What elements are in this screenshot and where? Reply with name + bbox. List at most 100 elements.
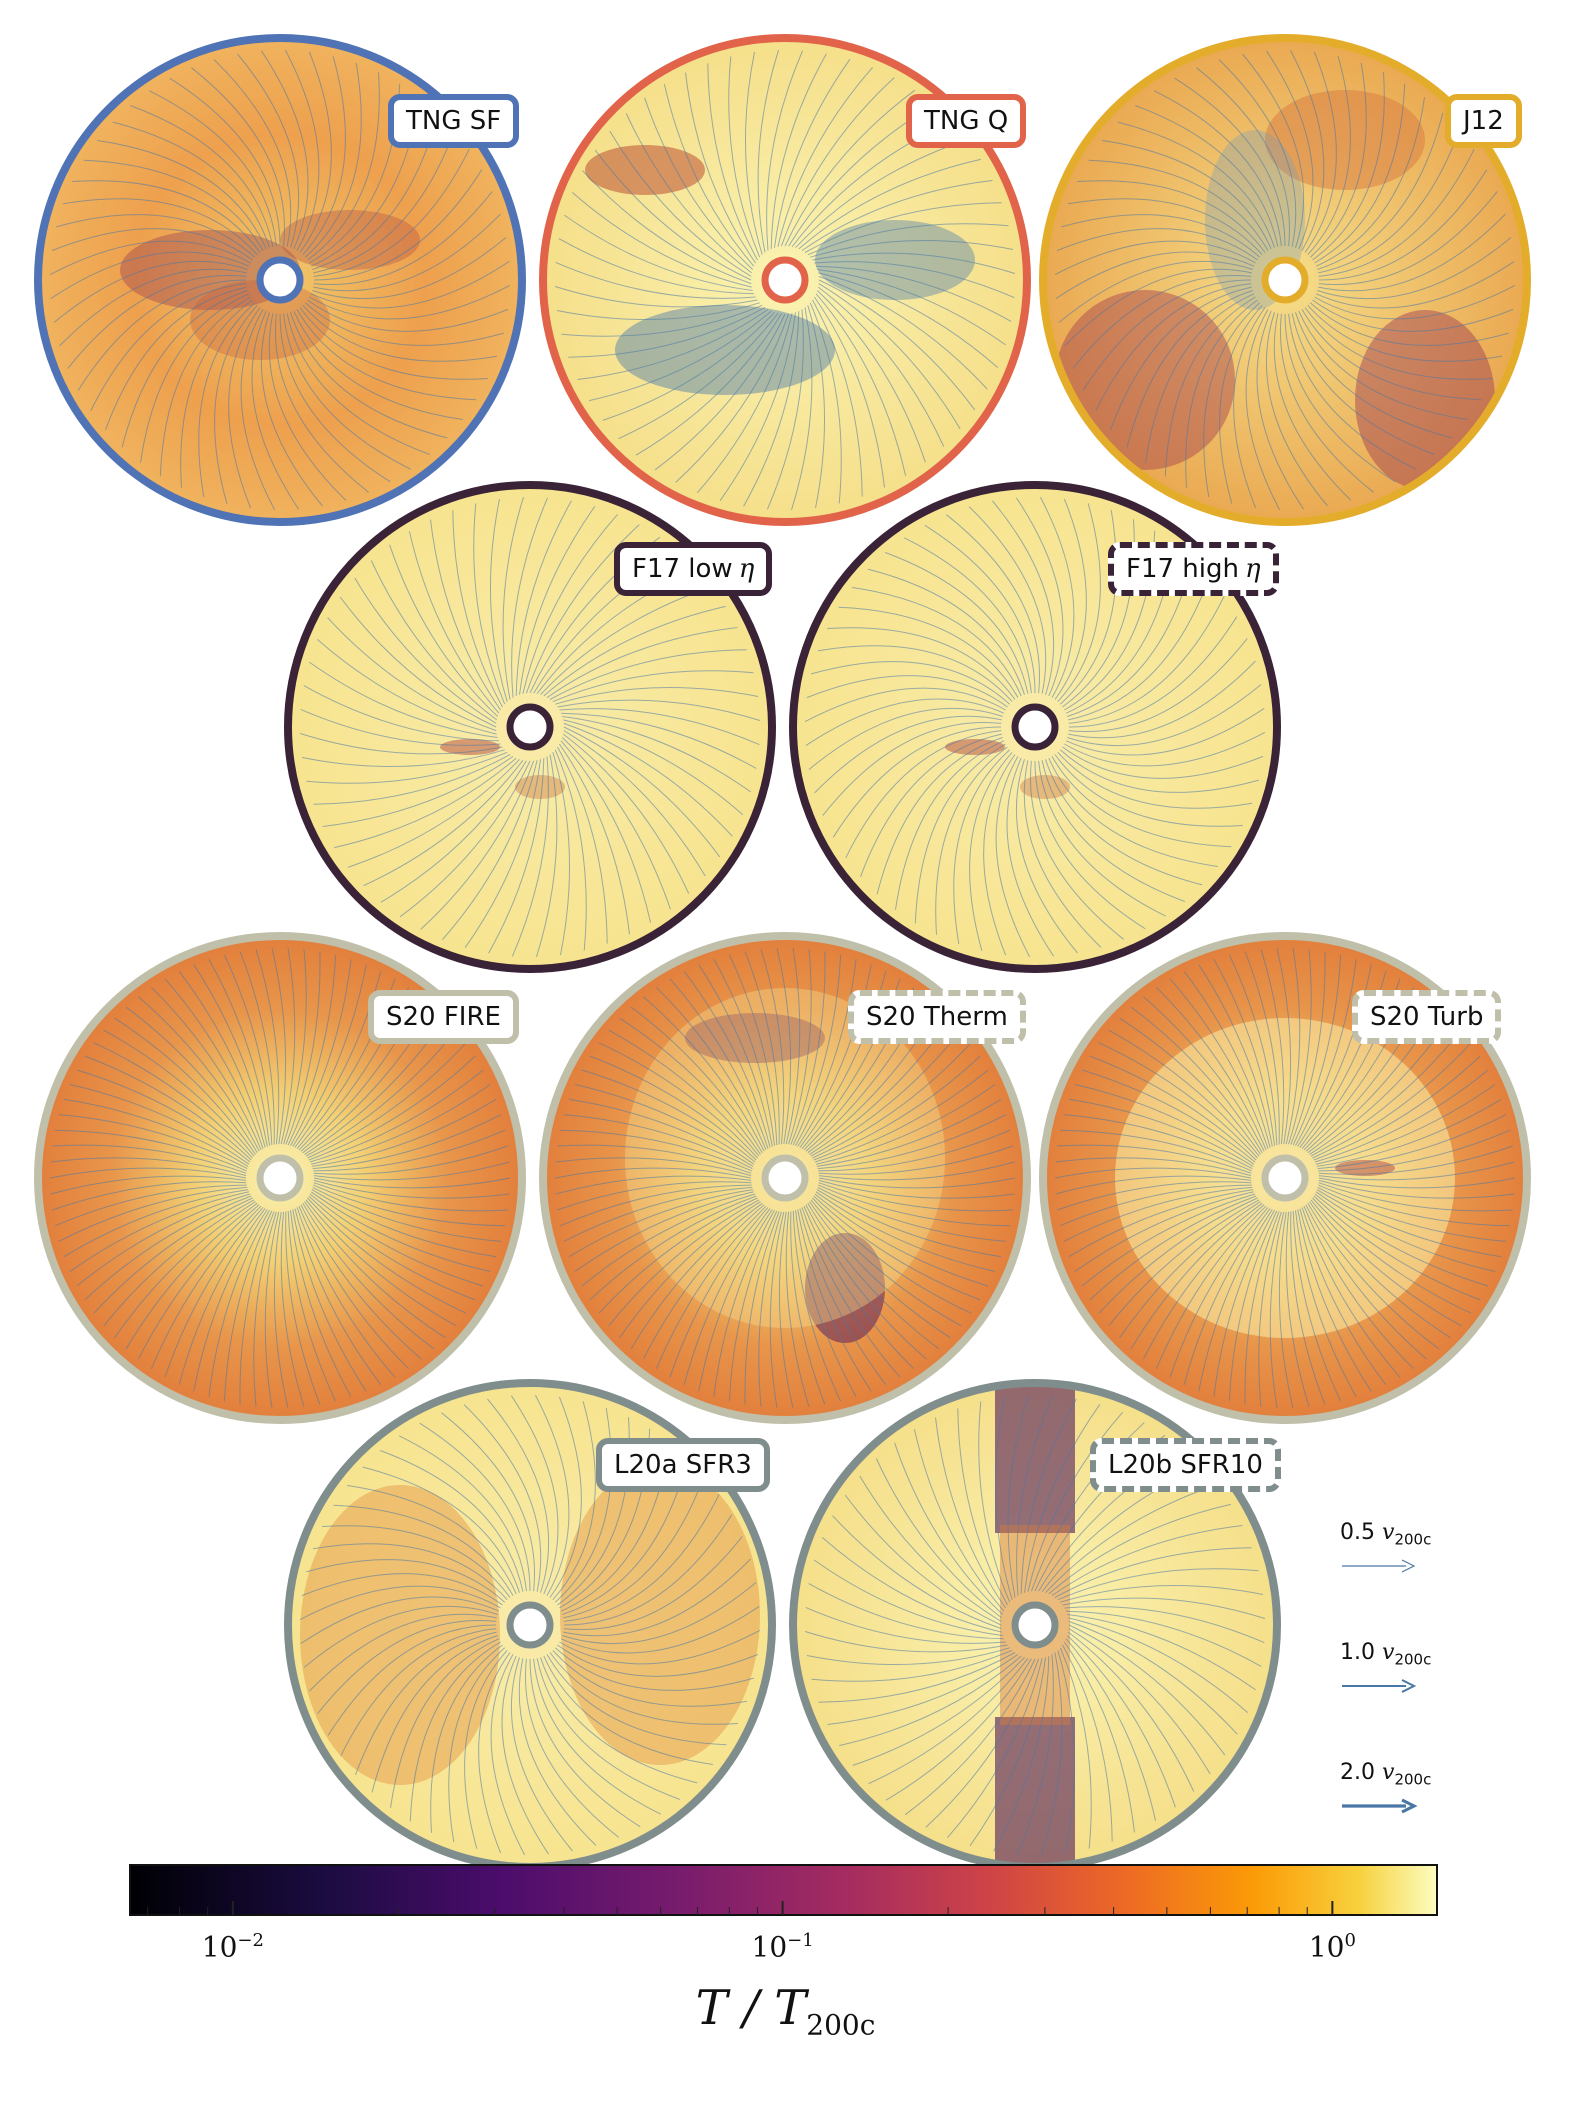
colorbar-tick-label: 100 [1309, 1930, 1356, 1963]
panel-label-j12: J12 [1445, 94, 1522, 148]
streamline [801, 1207, 901, 1378]
streamline [363, 759, 524, 887]
streamline [1088, 159, 1269, 251]
streamline [1196, 67, 1290, 247]
streamline [83, 159, 264, 251]
streamline [1307, 304, 1503, 362]
streamline [1130, 1202, 1263, 1350]
streamline [995, 1396, 1013, 1600]
streamline [1301, 309, 1482, 401]
panel-f17-low [284, 481, 776, 973]
streamline [608, 1199, 760, 1327]
colorbar-label-sub: 200c [806, 2008, 876, 2042]
streamline [818, 1179, 1015, 1199]
streamline [1081, 1069, 1256, 1163]
inner-boundary [256, 1154, 304, 1202]
streamline [552, 752, 570, 956]
streamline [1054, 1167, 1252, 1179]
streamline [790, 1211, 826, 1405]
streamline [552, 670, 754, 703]
streamline [1016, 1654, 1054, 1855]
streamline [300, 708, 501, 746]
streamline [511, 756, 549, 957]
streamline [313, 1184, 506, 1227]
cold-gas-region [515, 775, 565, 799]
streamline [1063, 1114, 1253, 1170]
streamline [1260, 949, 1285, 1145]
tick-exponent: 0 [1344, 1930, 1356, 1951]
streamline [296, 1207, 396, 1378]
streamline [322, 1525, 511, 1598]
streamline [371, 1635, 498, 1793]
streamline [1244, 1211, 1280, 1405]
streamline [441, 1412, 535, 1592]
streamline [1065, 707, 1265, 756]
streamline [1045, 1484, 1218, 1594]
inner-boundary [1011, 703, 1059, 751]
streamline [663, 84, 755, 267]
streamline [1072, 275, 1252, 369]
streamline [380, 760, 527, 903]
streamline [995, 756, 1031, 958]
panel-label-s20-turb: S20 Turb [1352, 990, 1502, 1044]
streamline [1015, 759, 1078, 954]
streamline [533, 1658, 662, 1815]
streamline [1098, 1197, 1258, 1314]
streamline [1318, 1145, 1513, 1175]
streamline [536, 754, 558, 958]
streamline [817, 1114, 1007, 1170]
streamline [1309, 62, 1367, 258]
streamline [818, 1177, 1016, 1189]
streamline [777, 66, 873, 247]
streamline [1292, 1210, 1342, 1402]
streamline [490, 498, 508, 702]
streamline [549, 649, 747, 700]
streamline [1169, 1207, 1269, 1378]
streamline [809, 302, 842, 504]
streamline [969, 1657, 1046, 1846]
streamline [683, 970, 771, 1148]
streamline [1067, 1614, 1256, 1691]
streamline [817, 286, 945, 447]
streamline [347, 1485, 517, 1595]
streamline [559, 1629, 761, 1665]
streamline [1059, 509, 1117, 705]
streamline [313, 1161, 510, 1181]
streamline [1285, 1211, 1310, 1407]
streamline [1183, 1208, 1271, 1385]
streamline [1291, 313, 1435, 455]
streamline [815, 1191, 996, 1272]
streamline [223, 954, 273, 1146]
streamline [1317, 237, 1512, 300]
streamline [1045, 759, 1203, 886]
streamline [797, 1209, 872, 1392]
streamline [935, 746, 1008, 935]
streamline [473, 503, 506, 705]
panel-tng-q [539, 34, 1031, 526]
streamline [90, 283, 247, 412]
streamline [1041, 1652, 1063, 1856]
streamline [1289, 49, 1325, 251]
streamline [913, 1429, 1005, 1612]
streamline [103, 1199, 255, 1327]
streamline [1059, 1184, 1252, 1227]
panel-grid [34, 34, 1531, 1870]
streamline [478, 1652, 511, 1854]
streamline [1089, 1195, 1257, 1301]
streamline [885, 1658, 1032, 1801]
streamline [827, 1653, 1019, 1725]
panel-label-text: L20b SFR10 [1108, 1450, 1263, 1480]
streamline [140, 293, 250, 463]
streamline [619, 1201, 761, 1339]
streamline [1315, 260, 1515, 309]
tick-base: 10 [1308, 1930, 1345, 1964]
panel-label-l20b: L20b SFR10 [1090, 1438, 1281, 1492]
streamline [812, 1197, 972, 1314]
streamline [1064, 268, 1252, 347]
streamline [1164, 296, 1256, 477]
streamline [774, 59, 851, 248]
velocity-legend-item: 2.0 v200c [1340, 1760, 1431, 1818]
streamline [1309, 1201, 1451, 1339]
streamline [554, 1647, 754, 1691]
streamline [501, 1655, 550, 1855]
